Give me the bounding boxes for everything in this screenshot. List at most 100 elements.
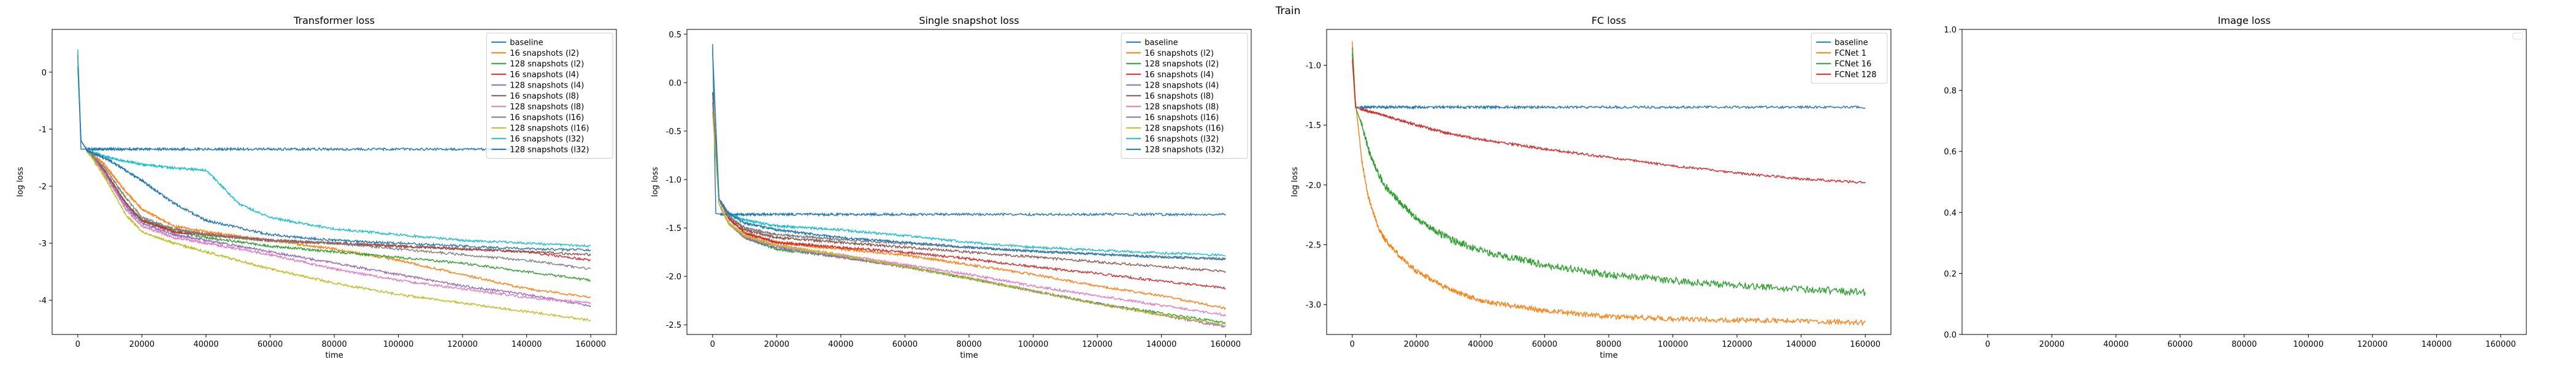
y-tick-label: 0.8 — [1944, 87, 1957, 96]
legend-label: baseline — [1834, 38, 1868, 47]
x-tick-label: 160000 — [2485, 340, 2516, 349]
x-tick-label: 60000 — [2168, 340, 2193, 349]
series-group — [712, 43, 1226, 328]
y-axis-label: log loss — [651, 167, 660, 197]
series-line-11 — [77, 66, 591, 252]
y-tick-label: -1.0 — [1306, 62, 1321, 71]
series-line-2 — [1352, 41, 1866, 327]
y-tick-label: -0.5 — [666, 127, 681, 137]
series-line-1 — [77, 55, 591, 152]
x-tick-label: 100000 — [1658, 340, 1689, 349]
legend-label: 16 snapshots (l32) — [510, 135, 584, 144]
x-tick-label: 0 — [710, 340, 715, 349]
y-tick-label: 1.0 — [1944, 26, 1957, 35]
x-tick-label: 120000 — [2357, 340, 2388, 349]
subplot-1: Transformer loss 0 20000 40000 60000 80000 100… — [16, 15, 617, 360]
x-tick-label: 140000 — [2421, 340, 2452, 349]
legend-label: 16 snapshots (l32) — [1144, 135, 1219, 144]
x-tick-label: 20000 — [129, 340, 155, 349]
legend-label: 16 snapshots (l4) — [1144, 70, 1214, 80]
legend-label: baseline — [1144, 38, 1178, 47]
x-tick-label: 80000 — [321, 340, 347, 349]
x-tick-label: 160000 — [575, 340, 606, 349]
x-tick-label: 100000 — [1018, 340, 1049, 349]
x-tick-label: 0 — [1350, 340, 1355, 349]
legend-label: 16 snapshots (l16) — [1144, 113, 1219, 123]
figure-suptitle: Train — [1275, 5, 1301, 17]
y-tick-label: 0.4 — [1944, 209, 1957, 218]
x-tick-label: 120000 — [1082, 340, 1113, 349]
x-tick-label: 40000 — [828, 340, 853, 349]
legend-label: 128 snapshots (l2) — [510, 59, 584, 69]
series-group — [1352, 41, 1866, 327]
x-tick-label: 140000 — [512, 340, 542, 349]
series-line-11 — [712, 48, 1226, 261]
legend-label: 128 snapshots (l4) — [1144, 81, 1219, 90]
x-tick-label: 20000 — [764, 340, 789, 349]
legend-label: 128 snapshots (l8) — [1144, 102, 1219, 111]
legend-frame — [1811, 32, 1888, 84]
legend-label: 16 snapshots (l16) — [510, 113, 584, 123]
x-tick-label: 20000 — [1404, 340, 1429, 349]
x-tick-label: 40000 — [193, 340, 218, 349]
series-line-10 — [77, 49, 591, 248]
y-tick-label: -2.5 — [1306, 241, 1321, 251]
y-tick-label: 0.5 — [669, 31, 681, 40]
legend-label: 128 snapshots (l16) — [1144, 124, 1224, 133]
legend-label: FCNet 1 — [1834, 49, 1866, 58]
legend-label: 16 snapshots (l8) — [510, 92, 579, 101]
y-tick-label: -1.5 — [1306, 121, 1321, 130]
x-tick-label: 40000 — [2103, 340, 2128, 349]
series-line-7 — [77, 61, 591, 304]
y-tick-label: -2.0 — [666, 273, 681, 282]
legend-label: 16 snapshots (l2) — [510, 49, 579, 58]
series-line-9 — [77, 61, 591, 322]
y-tick-label: 0.0 — [669, 79, 681, 88]
x-tick-label: 60000 — [258, 340, 283, 349]
series-line-1 — [712, 43, 1226, 217]
x-tick-label: 140000 — [1786, 340, 1817, 349]
x-tick-label: 120000 — [447, 340, 478, 349]
x-axis-label: time — [325, 351, 343, 360]
legend-frame-empty — [2512, 32, 2523, 40]
legend-label: 128 snapshots (l32) — [510, 145, 589, 154]
legend-label: 128 snapshots (l4) — [510, 81, 584, 90]
y-tick-label: -4 — [39, 296, 47, 306]
legend-frame — [486, 32, 613, 159]
x-tick-label: 80000 — [2231, 340, 2256, 349]
x-tick-label: 80000 — [956, 340, 981, 349]
series-group — [77, 49, 591, 322]
series-line-8 — [77, 61, 591, 270]
x-tick-label: 160000 — [1210, 340, 1241, 349]
subplot-title: FC loss — [1592, 15, 1626, 26]
x-tick-label: 0 — [75, 340, 80, 349]
axes-frame — [1961, 29, 2527, 335]
x-tick-label: 100000 — [383, 340, 414, 349]
legend-frame — [1121, 32, 1248, 159]
series-line-2 — [77, 52, 591, 298]
series-line-10 — [712, 53, 1226, 257]
subplot-title: Single snapshot loss — [919, 15, 1019, 26]
y-tick-label: -1.5 — [666, 224, 681, 233]
x-tick-label: 60000 — [1532, 340, 1557, 349]
legend-label: 128 snapshots (l16) — [510, 124, 589, 133]
x-tick-label: 40000 — [1468, 340, 1493, 349]
y-tick-label: 0.2 — [1944, 270, 1957, 279]
y-tick-label: -2.0 — [1306, 181, 1321, 191]
x-tick-label: 120000 — [1722, 340, 1752, 349]
y-tick-label: -3.0 — [1306, 301, 1321, 310]
y-tick-label: 0 — [42, 69, 47, 78]
legend-label: 16 snapshots (l4) — [510, 70, 579, 80]
y-tick-label: -2.5 — [666, 321, 681, 330]
subplot-title: Image loss — [2218, 15, 2271, 26]
legend-label: 16 snapshots (l8) — [1144, 92, 1214, 101]
series-line-4 — [1352, 59, 1866, 184]
series-line-6 — [712, 92, 1226, 273]
legend-label: FCNet 128 — [1834, 70, 1876, 80]
series-line-1 — [1352, 53, 1866, 110]
x-axis-label: time — [1600, 351, 1617, 360]
